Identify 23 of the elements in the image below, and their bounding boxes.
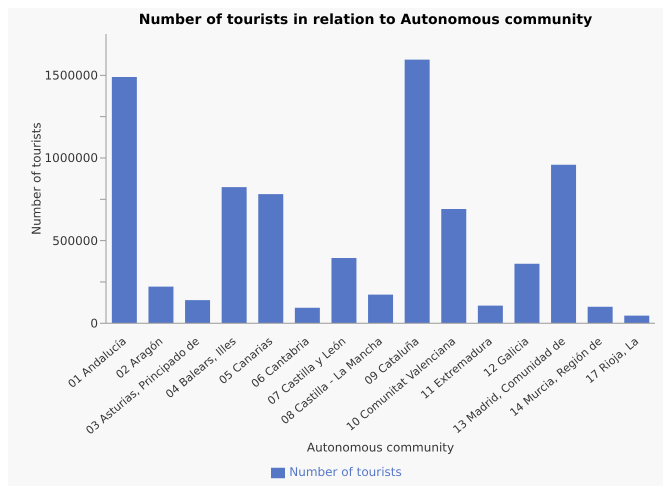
y-axis-title: Number of tourists: [29, 122, 44, 235]
bar: [112, 76, 137, 324]
bar: [624, 316, 650, 324]
bar: [294, 308, 320, 324]
bar: [551, 164, 576, 324]
bar: [331, 258, 356, 324]
bar: [148, 286, 174, 324]
x-axis-title: Autonomous community: [306, 440, 454, 454]
bar: [222, 187, 247, 324]
bar: [404, 60, 430, 324]
y-tick-label: 0: [90, 316, 98, 331]
bar: [514, 264, 540, 324]
legend-label: Number of tourists: [289, 465, 402, 480]
y-tick-label: 500000: [52, 234, 98, 248]
y-tick-label: 1500000: [44, 68, 98, 83]
bar: [185, 300, 210, 324]
y-tick-label: 1000000: [44, 151, 98, 166]
bar: [588, 306, 613, 324]
bar: [478, 306, 503, 324]
bar: [258, 194, 284, 324]
bar: [368, 294, 394, 324]
chart-title: Number of tourists in relation to Autonomous community: [138, 11, 594, 28]
bar: [441, 209, 466, 324]
